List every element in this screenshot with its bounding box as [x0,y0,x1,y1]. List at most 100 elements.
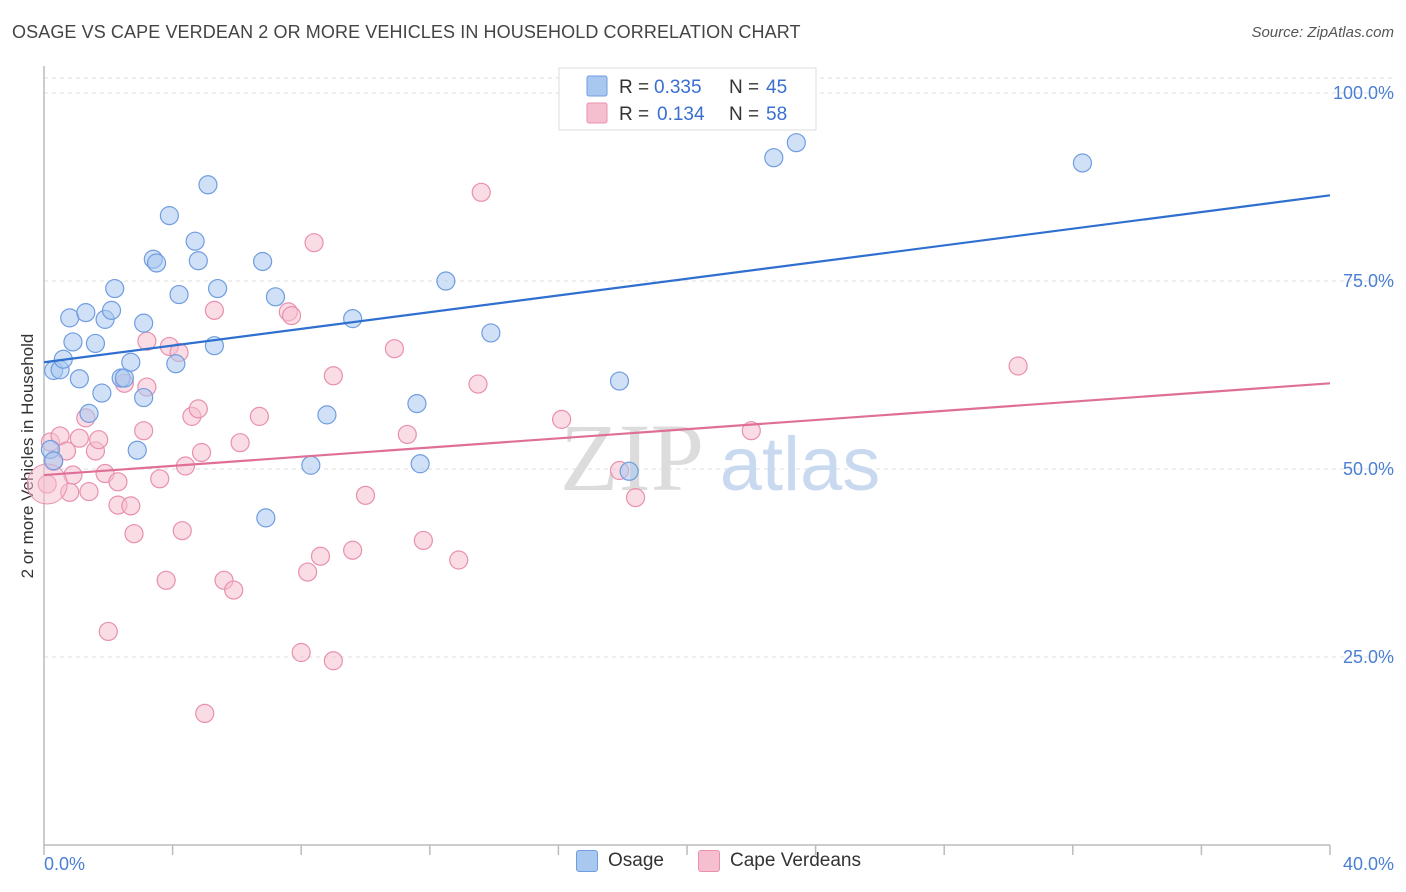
osage-point [188,251,208,271]
osage-point [101,300,122,320]
x-tick-label-min: 0.0% [44,854,85,874]
cape-verdeans-point [384,339,405,359]
osage-point [208,278,228,299]
osage-point [185,231,205,251]
osage-point [60,308,80,328]
chart-title: OSAGE VS CAPE VERDEAN 2 OR MORE VEHICLES… [12,22,801,42]
osage-point [786,133,806,153]
osage-point [301,455,321,475]
cape-verdeans-point [625,487,646,508]
osage-point [1072,153,1093,173]
osage-point [166,354,186,374]
osage-point [69,369,89,389]
osage-point [127,440,147,460]
cape-verdeans-point [89,430,109,450]
cape-verdeans-point [323,651,343,671]
cape-verdeans-point [397,424,417,445]
osage-point [63,332,83,352]
osage-point [619,461,639,481]
top-legend: R = 0.335 N = 45 R = 0.134 N = 58 [558,67,817,131]
cape-verdeans-point [468,374,488,394]
cape-verdeans-point [79,481,99,502]
legend-swatch-cape [586,102,608,124]
cape-verdeans-point [249,406,270,426]
osage-point [317,405,337,425]
cape-verdeans-point [323,366,343,386]
legend-n-label-cape: N = [729,104,759,125]
cape-verdeans-point [108,472,128,492]
legend-r-value-osage: 0.335 [654,77,702,98]
cape-verdeans-point [304,233,324,253]
osage-point [76,303,96,323]
osage-point [198,175,218,195]
cape-verdeans-point [224,580,244,600]
cape-verdeans-point [291,642,311,663]
osage-point [85,333,106,354]
cape-verdeans-point [124,524,144,544]
osage-point [79,403,99,423]
legend-swatch-cape-verdeans [698,850,720,872]
cape-verdeans-point [343,540,363,560]
cape-verdeans-point [552,409,572,429]
legend-swatch-osage [576,850,598,872]
cape-verdeans-point-large [26,463,68,505]
osage-point [134,313,154,333]
osage-point [481,323,501,343]
legend-item-cape-verdeans: Cape Verdeans [698,850,861,872]
osage-point [159,206,179,226]
legend-r-value-cape: 0.134 [657,104,705,125]
cape-verdeans-point [188,399,208,419]
cape-verdeans-point [134,421,154,441]
watermark: ZIP atlas [560,404,880,511]
cape-verdeans-point [471,182,491,202]
legend-n-label-osage: N = [729,77,759,98]
cape-verdeans-point [230,433,250,453]
cape-verdeans-point [355,485,376,505]
osage-point [44,451,64,471]
cape-verdeans-point [69,428,89,448]
y-tick-label: 75.0% [1343,271,1394,291]
osage-trend-line [43,194,1331,364]
osage-point [609,371,630,391]
cape-verdeans-trend-line [43,382,1331,477]
legend-n-value-osage: 45 [766,77,787,98]
cape-verdeans-point [449,550,469,570]
cape-verdeans-point [150,469,170,489]
osage-point [407,393,427,414]
osage-point [410,454,430,474]
osage-point [105,278,125,299]
gridlines [44,77,1394,658]
cape-verdeans-point [413,530,433,551]
osage-point [146,253,167,273]
osage-point [343,309,363,329]
y-tick-label: 25.0% [1343,647,1394,667]
cape-verdeans-point [98,621,118,642]
osage-point [764,148,784,168]
y-tick-label: 100.0% [1333,83,1394,103]
cape-verdeans-point [172,521,192,541]
cape-verdeans-point [741,421,761,441]
y-tick-labels: 25.0% 50.0% 75.0% 100.0% [1333,83,1394,667]
cape-verdeans-point [204,300,224,320]
cape-verdeans-point [298,562,318,582]
cape-verdeans-point [1008,356,1028,376]
x-tick-label-max: 40.0% [1343,854,1394,874]
legend-r-label-cape: R = [619,104,649,125]
cape-verdeans-point [281,306,302,326]
osage-point [92,383,112,403]
legend-item-osage: Osage [576,850,664,872]
osage-point [256,508,276,528]
osage-point [265,287,286,307]
cape-verdeans-point [121,496,141,516]
cape-verdeans-point [195,703,215,724]
osage-point [169,284,189,305]
osage-point [436,271,456,291]
osage-point [253,251,273,272]
bottom-legend: Osage Cape Verdeans [0,850,1406,880]
cape-verdeans-point [310,546,331,566]
legend-swatch-osage [586,75,608,97]
osage-point [121,352,141,372]
legend-r-label-osage: R = [619,77,649,98]
cape-verdeans-point [137,331,157,351]
cape-verdeans-point [191,442,212,463]
